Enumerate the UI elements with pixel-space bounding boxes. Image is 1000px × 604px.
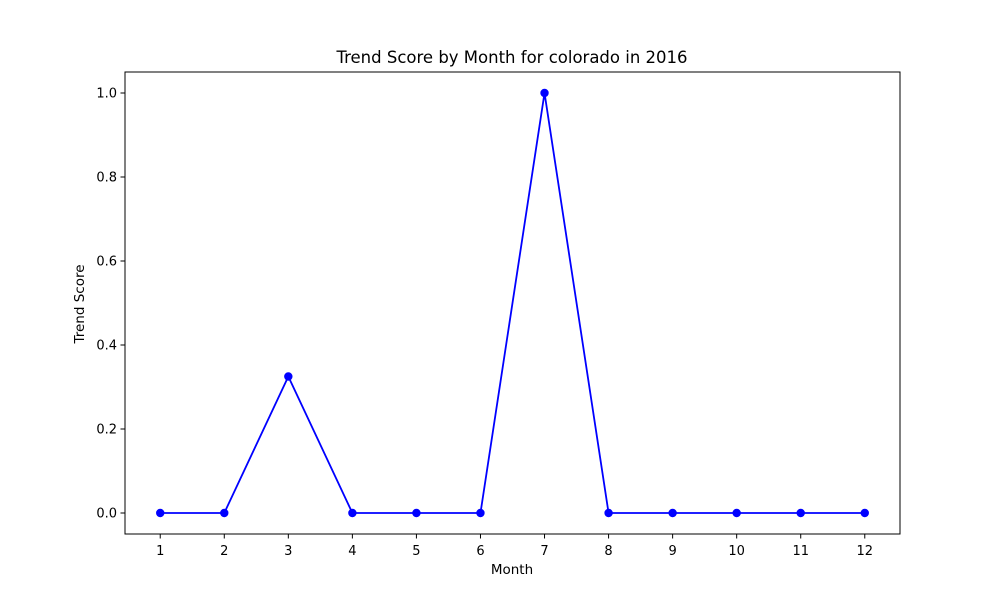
data-point	[732, 508, 741, 518]
y-tick-label: 0.4	[96, 339, 117, 354]
data-point	[604, 508, 613, 518]
data-point	[476, 508, 485, 518]
data-point	[668, 508, 677, 518]
data-point	[220, 508, 229, 518]
plot-area: 1 2 3 4 5 6 7 8 9 10 11 120.00.20.40.60.81.0	[96, 71, 901, 559]
x-tick-label: 6	[476, 544, 484, 559]
y-tick-label: 0.0	[96, 507, 117, 522]
data-point	[796, 508, 805, 518]
data-point	[412, 508, 421, 518]
chart-title: Trend Score by Month for colorado in 201…	[335, 48, 687, 67]
data-point	[348, 508, 357, 518]
y-tick-label: 0.8	[96, 171, 117, 186]
y-axis-label: Trend Score	[72, 264, 88, 344]
plot-frame	[124, 71, 901, 535]
x-tick-label: 4	[348, 544, 356, 559]
x-tick-label: 9	[668, 544, 676, 559]
data-point	[540, 88, 549, 98]
x-tick-label: 12	[856, 544, 873, 559]
y-tick-label: 0.6	[96, 255, 117, 270]
x-tick-label: 8	[604, 544, 612, 559]
x-tick-label: 5	[412, 544, 420, 559]
x-tick-label: 11	[792, 544, 809, 559]
x-tick-label: 3	[284, 544, 292, 559]
data-point	[284, 372, 293, 381]
x-tick-label: 1	[156, 544, 164, 559]
series-line	[160, 92, 865, 514]
x-tick-label: 10	[728, 544, 745, 559]
data-point	[860, 508, 869, 518]
y-tick-label: 1.0	[96, 87, 117, 102]
x-axis-label: Month	[491, 562, 533, 578]
y-tick-label: 0.2	[96, 423, 117, 438]
x-tick-label: 7	[540, 544, 548, 559]
x-tick-label: 2	[220, 544, 228, 559]
data-point	[156, 508, 165, 518]
